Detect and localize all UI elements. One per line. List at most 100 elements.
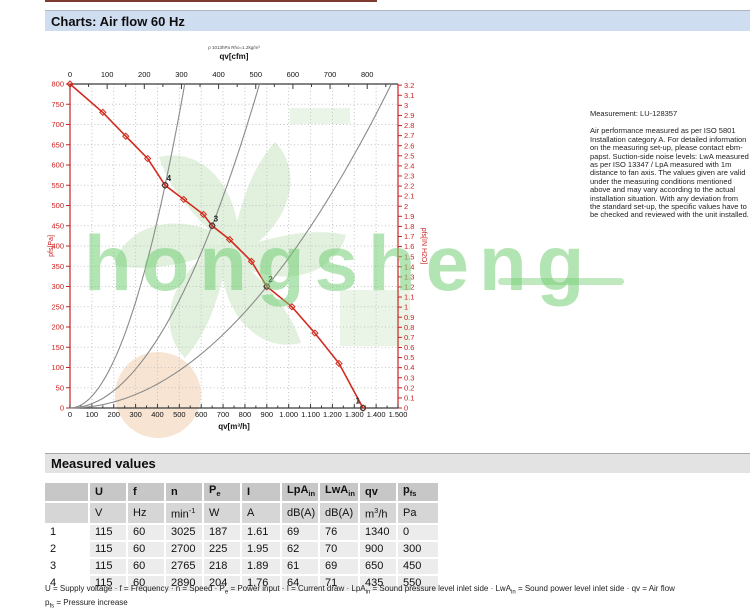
table-cell: 650 (360, 558, 396, 574)
svg-text:3.1: 3.1 (404, 91, 414, 100)
svg-text:1.5: 1.5 (404, 252, 414, 261)
svg-text:3.2: 3.2 (404, 81, 414, 90)
svg-text:2.3: 2.3 (404, 172, 414, 181)
svg-text:150: 150 (51, 343, 64, 352)
table-cell: f (128, 483, 164, 502)
svg-text:1.500: 1.500 (389, 410, 408, 419)
svg-text:400: 400 (212, 70, 225, 79)
table-cell: I (242, 483, 280, 502)
table-cell: 69 (282, 524, 318, 540)
table-cell: 115 (90, 558, 126, 574)
table-cell: n (166, 483, 202, 502)
svg-text:900: 900 (261, 410, 274, 419)
svg-text:1.100: 1.100 (301, 410, 320, 419)
table-cell: 2890 (166, 575, 202, 591)
top-axis: 0 100 200 300 400 500 600 700 800 qv[cfm] p 1013hP… (68, 45, 387, 89)
operating-point-marker (359, 404, 367, 412)
operating-point-label: 3 (214, 214, 219, 223)
svg-text:p 1013hPa Rho=1.2kg/m³: p 1013hPa Rho=1.2kg/m³ (208, 45, 260, 50)
svg-text:0: 0 (68, 410, 72, 419)
svg-text:100: 100 (86, 410, 99, 419)
table-cell: 300 (398, 541, 438, 557)
fan-curve-marker (335, 359, 343, 368)
svg-text:600: 600 (195, 410, 208, 419)
fan-curve-marker (288, 303, 296, 311)
measured-values-title: Measured values (51, 456, 156, 471)
right-axis: 00.10.20.30.40.50.60.70.80.911.11.21.31.… (398, 81, 427, 413)
svg-text:0.1: 0.1 (404, 394, 414, 403)
table-cell (45, 483, 88, 502)
fan-curve-marker (247, 257, 256, 266)
table-cell: 204 (204, 575, 240, 591)
svg-text:1.200: 1.200 (323, 410, 342, 419)
svg-text:1.4: 1.4 (404, 262, 414, 271)
svg-text:qv[cfm]: qv[cfm] (220, 52, 249, 61)
table-cell: 218 (204, 558, 240, 574)
fan-curve-marker (179, 195, 188, 204)
table-cell: 2765 (166, 558, 202, 574)
table-cell: 1 (45, 524, 88, 540)
svg-text:200: 200 (138, 70, 151, 79)
table-cell: 76 (320, 524, 358, 540)
fan-curve-marker (143, 154, 152, 163)
operating-point-label: 2 (268, 275, 273, 284)
table-cell: 187 (204, 524, 240, 540)
table-cell: 4 (45, 575, 88, 591)
table-cell: 61 (282, 558, 318, 574)
svg-text:300: 300 (129, 410, 142, 419)
watermark-underline (498, 278, 624, 285)
table-cell: dB(A) (320, 503, 358, 523)
section-header-measured-values: Measured values (45, 453, 750, 473)
svg-text:400: 400 (51, 242, 64, 251)
svg-text:800: 800 (51, 80, 64, 89)
table-cell: Hz (128, 503, 164, 523)
svg-text:1.3: 1.3 (404, 272, 414, 281)
table-cell: pfs (398, 483, 438, 502)
table-cell: 60 (128, 558, 164, 574)
svg-text:0: 0 (68, 70, 72, 79)
svg-text:2.1: 2.1 (404, 192, 414, 201)
table-cell: 1.76 (242, 575, 280, 591)
fan-curve-marker (66, 80, 74, 88)
svg-text:1.8: 1.8 (404, 222, 414, 231)
svg-text:1.000: 1.000 (279, 410, 298, 419)
watermark-fan-logo (113, 108, 410, 438)
table-cell: 1340 (360, 524, 396, 540)
svg-text:300: 300 (175, 70, 188, 79)
svg-text:500: 500 (249, 70, 262, 79)
watermark-text: hongsheng (84, 219, 595, 307)
svg-text:2.2: 2.2 (404, 182, 414, 191)
table-cell: dB(A) (282, 503, 318, 523)
table-cell: 2700 (166, 541, 202, 557)
measurement-notes: Measurement: LU-128357 Air performance m… (590, 109, 750, 220)
table-row: 2 115 60 2700 225 1.95 62 70 900 300 (45, 541, 438, 557)
svg-text:1.300: 1.300 (345, 410, 364, 419)
svg-text:1.6: 1.6 (404, 242, 414, 251)
operating-point-marker (209, 222, 216, 229)
left-axis: 0 50 100 150 200 250 300 350 400 450 500 550 600 650 7… (48, 80, 70, 413)
svg-text:600: 600 (51, 161, 64, 170)
table-cell: 115 (90, 541, 126, 557)
operating-point-marker (162, 182, 169, 189)
table-cell: 1.89 (242, 558, 280, 574)
svg-text:2.4: 2.4 (404, 161, 414, 170)
svg-text:600: 600 (287, 70, 300, 79)
svg-text:0.4: 0.4 (404, 363, 414, 372)
svg-text:1.1: 1.1 (404, 293, 414, 302)
svg-text:2.7: 2.7 (404, 131, 414, 140)
svg-text:700: 700 (217, 410, 230, 419)
table-cell: 2 (45, 541, 88, 557)
svg-text:650: 650 (51, 140, 64, 149)
measurement-disclaimer: Air performance measured as per ISO 5801… (590, 126, 749, 220)
svg-text:450: 450 (51, 221, 64, 230)
table-cell: 550 (398, 575, 438, 591)
table-cell: A (242, 503, 280, 523)
table-cell: LpAin (282, 483, 318, 502)
svg-text:0.6: 0.6 (404, 343, 414, 352)
svg-text:1.7: 1.7 (404, 232, 414, 241)
table-cell: 450 (398, 558, 438, 574)
svg-text:500: 500 (173, 410, 186, 419)
svg-text:0.2: 0.2 (404, 383, 414, 392)
table-cell: 60 (128, 575, 164, 591)
